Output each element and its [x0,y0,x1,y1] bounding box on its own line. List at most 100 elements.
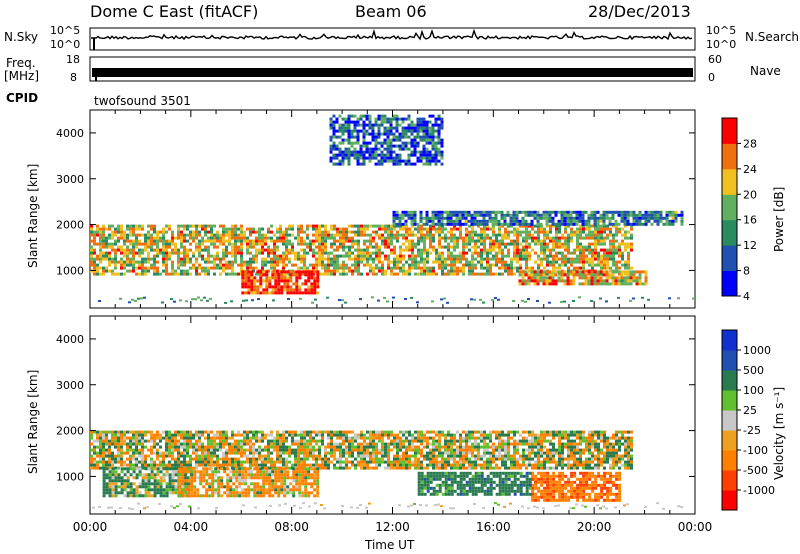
data-cell [576,236,579,240]
data-cell [629,276,633,280]
data-cell [324,460,327,464]
data-cell [264,260,267,264]
data-cell [126,257,129,261]
data-cell [537,227,540,231]
data-cell [483,257,486,261]
data-cell [386,144,390,148]
data-cell [285,263,288,267]
data-cell [377,117,381,121]
data-cell [360,445,363,449]
data-cell [417,272,420,276]
data-cell [304,279,308,283]
data-cell [459,236,462,240]
data-cell [102,227,105,231]
data-cell [108,460,111,464]
data-cell [276,236,279,240]
data-cell [489,266,492,270]
data-cell [536,210,540,214]
data-cell [342,269,345,273]
data-cell [351,245,354,249]
data-cell [282,439,285,443]
data-cell [420,442,423,446]
data-cell [510,230,513,234]
data-cell [309,433,312,437]
data-cell [372,442,375,446]
data-cell [336,230,339,234]
data-cell [413,147,417,151]
data-cell [456,269,459,273]
data-cell [653,219,657,223]
data-cell [476,222,480,226]
data-cell [567,233,570,237]
data-cell [204,451,207,455]
data-cell [507,248,510,252]
data-cell [507,242,510,246]
data-cell [141,436,144,440]
data-cell [615,230,618,234]
data-cell [350,153,354,157]
data-cell [303,430,306,434]
data-cell [594,233,597,237]
data-cell [492,239,495,243]
data-cell [441,257,444,261]
data-cell [402,457,405,461]
data-cell [234,260,237,264]
data-cell [153,242,156,246]
data-cell [482,210,486,214]
data-cell [537,263,540,267]
data-cell [138,227,141,231]
data-cell [668,222,672,226]
data-cell [558,236,561,240]
data-cell [369,439,372,443]
data-cell [549,227,552,231]
data-cell [578,219,582,223]
data-cell [534,436,537,440]
data-cell [380,123,384,127]
data-cell [519,463,522,467]
data-cell [117,454,120,458]
data-cell [129,239,132,243]
data-cell [569,270,573,274]
data-cell [171,263,174,267]
data-cell [395,129,399,133]
data-cell [408,245,411,249]
data-cell [213,254,216,258]
data-cell [650,210,654,214]
data-cell [309,239,312,243]
data-cell [240,454,243,458]
data-cell [377,299,380,302]
data-cell [378,269,381,273]
data-cell [473,219,477,223]
data-cell [225,460,228,464]
data-cell [316,276,320,280]
data-cell [307,285,311,289]
data-cell [96,233,99,237]
data-cell [474,257,477,261]
data-cell [243,454,246,458]
data-cell [207,272,210,276]
data-cell [468,460,471,464]
data-cell [129,460,132,464]
data-cell [360,233,363,237]
data-cell [593,213,597,217]
data-cell [356,159,360,163]
data-cell [279,436,282,440]
data-cell [96,439,99,443]
data-cell [96,254,99,258]
data-cell [510,263,513,267]
data-cell [165,454,168,458]
data-cell [432,272,435,276]
data-cell [228,272,231,276]
data-cell [363,251,366,255]
data-cell [231,251,234,255]
data-cell [609,269,612,273]
data-cell [531,224,534,228]
data-cell [528,448,531,452]
data-cell [546,263,549,267]
data-cell [192,266,195,270]
data-cell [360,448,363,452]
data-cell [627,257,630,261]
data-cell [594,236,597,240]
data-cell [231,269,234,273]
data-cell [126,260,129,264]
